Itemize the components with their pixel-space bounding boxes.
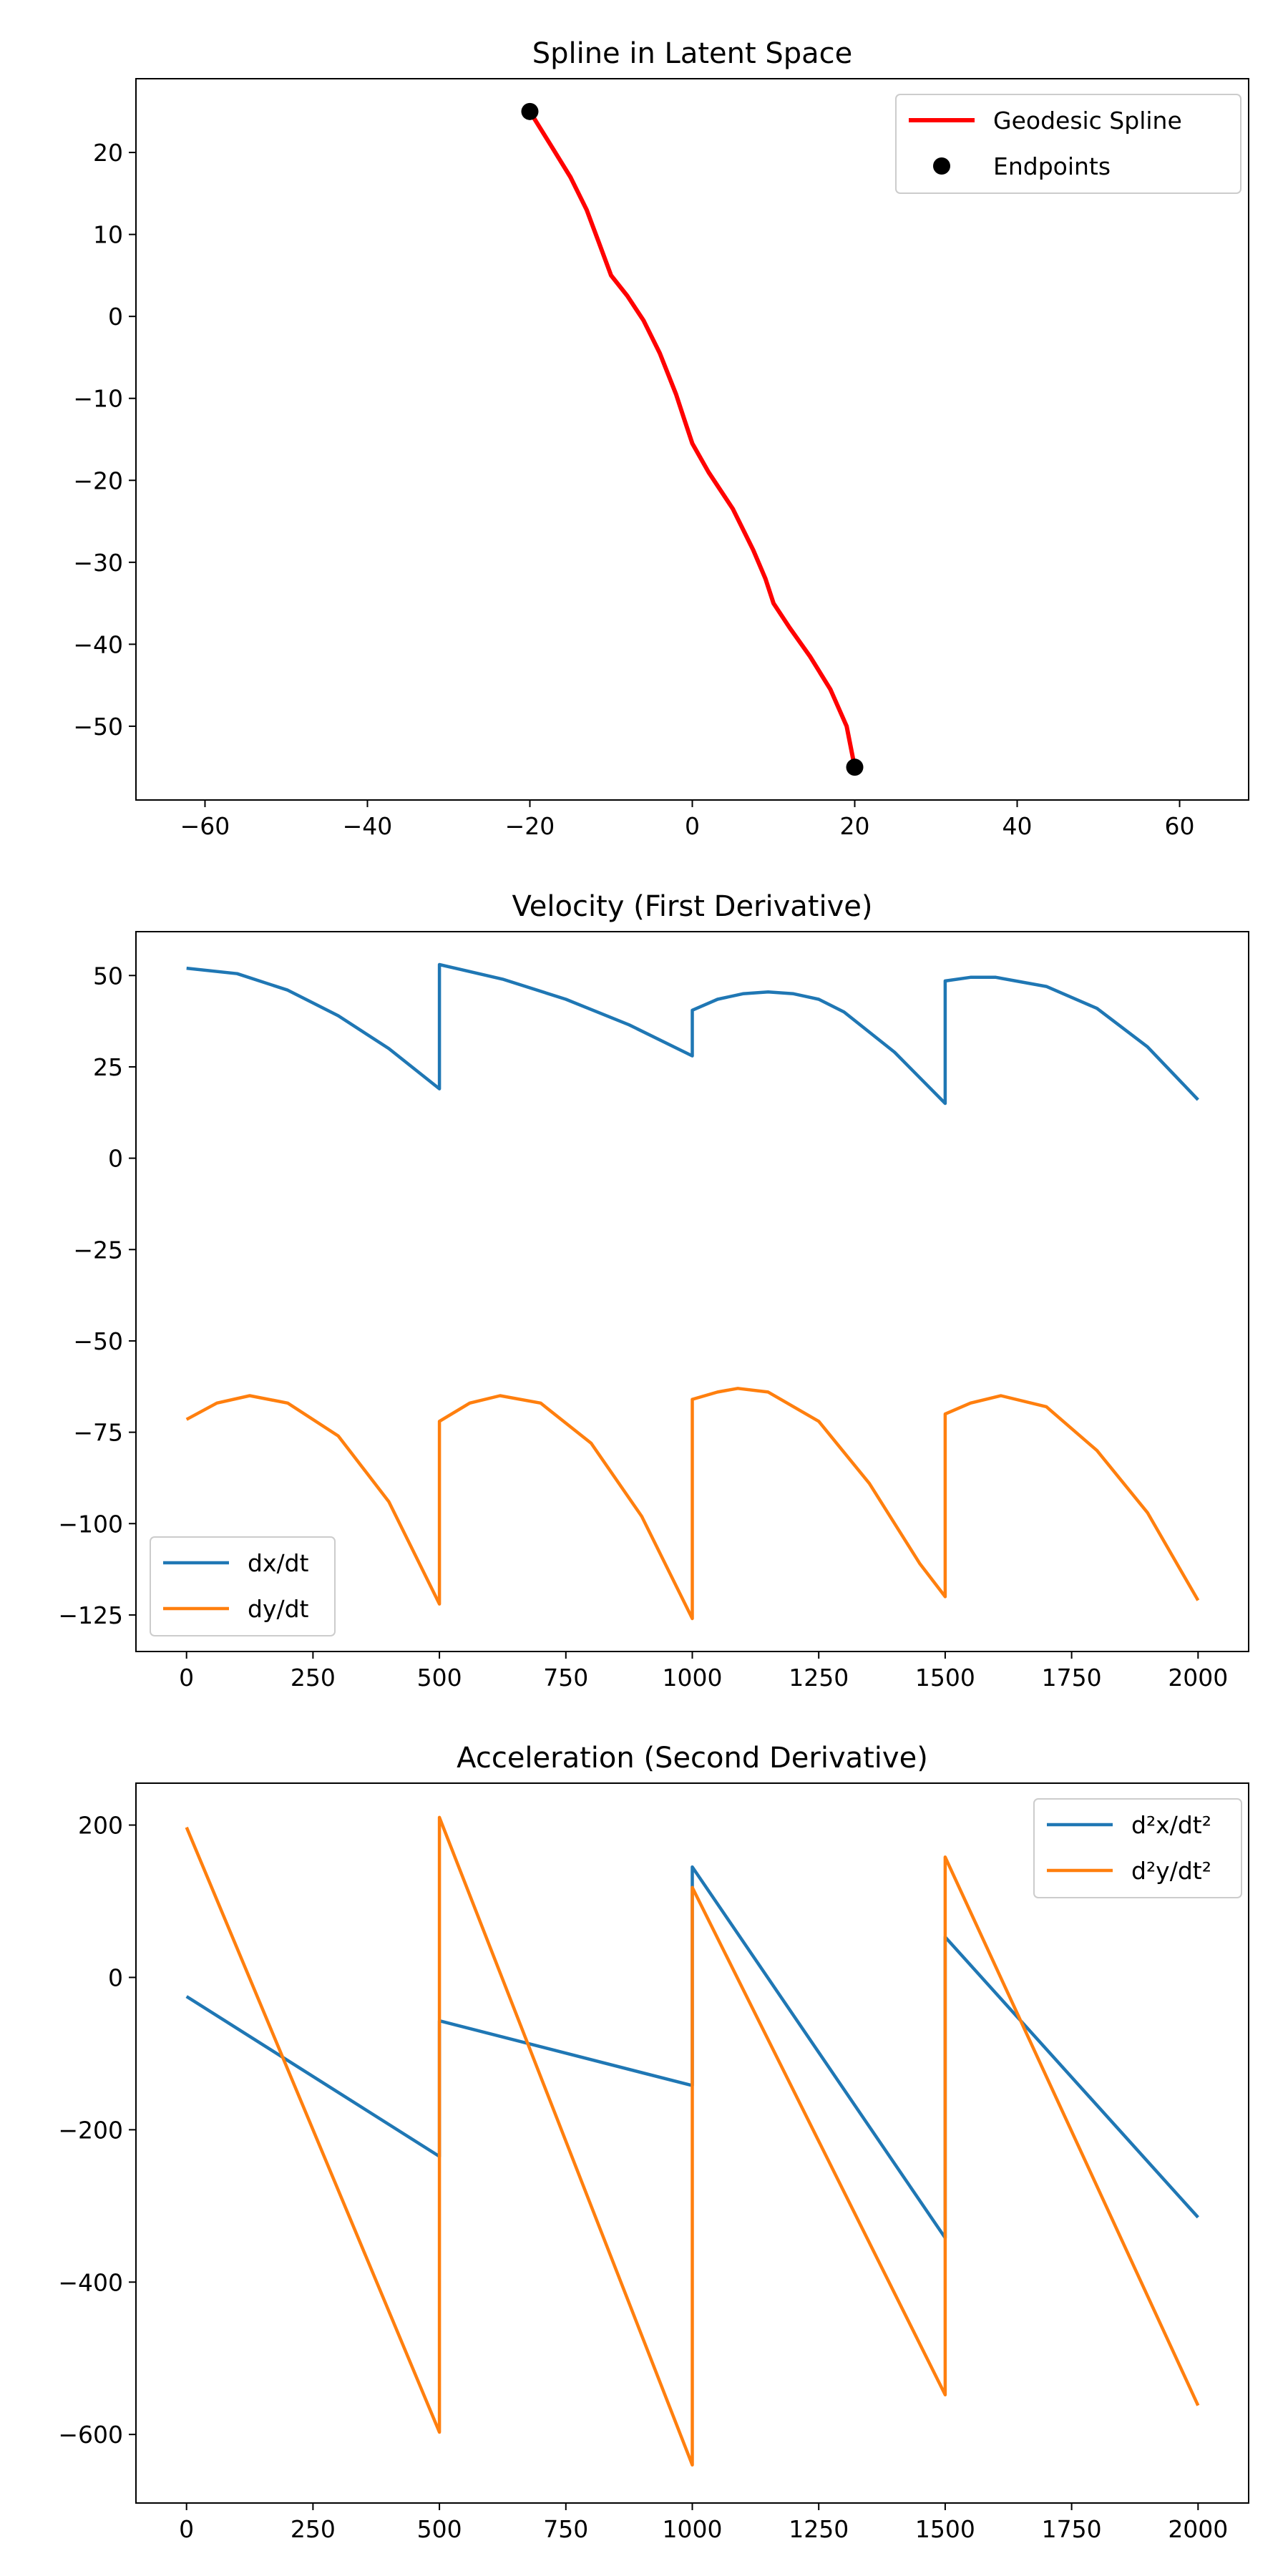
- plot-area: [185, 962, 1200, 1621]
- x-tick-label: 1750: [1042, 1664, 1102, 1692]
- legend-label: d²y/dt²: [1131, 1857, 1211, 1885]
- chart-title: Acceleration (Second Derivative): [457, 1742, 928, 1775]
- x-tick-label: 20: [840, 812, 870, 840]
- legend-label: dy/dt: [248, 1595, 309, 1623]
- y-tick-label: −20: [73, 467, 123, 494]
- plot-area: [185, 1815, 1200, 2467]
- series-line-dy/dt: [185, 1387, 1200, 1621]
- x-tick-label: 0: [685, 812, 700, 840]
- y-tick-label: −50: [73, 713, 123, 741]
- y-tick-label: −50: [73, 1327, 123, 1355]
- y-tick-label: 0: [108, 1963, 123, 1991]
- axes-frame: [135, 931, 1249, 1652]
- y-tick-label: 10: [93, 221, 123, 249]
- legend-box: [895, 94, 1241, 194]
- x-tick-label: −60: [180, 812, 230, 840]
- y-tick-label: 25: [93, 1053, 123, 1081]
- legend-label: Geodesic Spline: [993, 107, 1182, 135]
- y-tick-label: 0: [108, 303, 123, 331]
- chart-panel-1: Spline in Latent Space −60 −40 −20 0 20 40 60 −5…: [73, 37, 1249, 840]
- y-tick-label: −25: [73, 1236, 123, 1264]
- y-tick-label: −100: [58, 1510, 123, 1538]
- legend-label: d²x/dt²: [1131, 1811, 1211, 1839]
- y-tick-label: −75: [73, 1419, 123, 1447]
- y-tick-label: −10: [73, 385, 123, 413]
- x-tick-label: 250: [291, 2515, 336, 2543]
- series-line-d²y/dt²: [185, 1815, 1200, 2467]
- legend: dx/dt dy/dt: [150, 1536, 336, 1636]
- endpoint-marker: [846, 758, 864, 776]
- axes-frame: [135, 1782, 1249, 2504]
- x-tick-label: 1250: [789, 2515, 849, 2543]
- endpoint-marker: [521, 102, 539, 120]
- y-tick-label: −30: [73, 549, 123, 577]
- x-tick-label: 250: [291, 1664, 336, 1692]
- series-line-dx/dt: [186, 962, 1199, 1106]
- x-tick-label: 1000: [663, 1664, 723, 1692]
- x-tick-label: 40: [1002, 812, 1033, 840]
- legend-marker: [933, 157, 950, 175]
- y-tick-label: −200: [58, 2116, 123, 2144]
- y-tick-label: −40: [73, 630, 123, 658]
- chart-panel-3: Acceleration (Second Derivative) 0 250 500 7…: [58, 1742, 1249, 2543]
- x-tick-label: 1750: [1042, 2515, 1102, 2543]
- x-tick-label: −40: [343, 812, 393, 840]
- legend-label: dx/dt: [248, 1549, 309, 1577]
- x-tick-label: 60: [1165, 812, 1195, 840]
- y-tick-label: 20: [93, 139, 123, 167]
- chart-title: Velocity (First Derivative): [512, 890, 873, 923]
- legend-label: Endpoints: [993, 152, 1111, 180]
- x-tick-label: 750: [543, 2515, 588, 2543]
- plot-area: [521, 102, 864, 776]
- y-tick-label: −125: [58, 1601, 123, 1629]
- x-tick-label: 1500: [915, 2515, 975, 2543]
- chart-panel-2: Velocity (First Derivative)0 250 500 750 100…: [58, 890, 1249, 1692]
- y-tick-label: 200: [78, 1812, 123, 1840]
- x-tick-label: 0: [179, 1664, 194, 1692]
- axes-frame: [135, 78, 1249, 801]
- x-tick-label: 1000: [663, 2515, 723, 2543]
- x-tick-label: 500: [417, 2515, 462, 2543]
- x-tick-label: 1250: [789, 1664, 849, 1692]
- x-tick-label: 2000: [1168, 1664, 1228, 1692]
- x-tick-label: 2000: [1168, 2515, 1228, 2543]
- x-tick-label: 500: [417, 1664, 462, 1692]
- x-tick-label: 1500: [915, 1664, 975, 1692]
- x-tick-label: −20: [505, 812, 555, 840]
- y-tick-label: 0: [108, 1145, 123, 1173]
- chart-title: Spline in Latent Space: [532, 37, 853, 70]
- y-tick-label: −600: [58, 2421, 123, 2449]
- series-line-Geodesic Spline: [527, 110, 857, 768]
- y-tick-label: 50: [93, 962, 123, 990]
- legend: Geodesic Spline Endpoints: [895, 94, 1241, 194]
- y-tick-label: −400: [58, 2268, 123, 2296]
- x-tick-label: 750: [543, 1664, 588, 1692]
- x-tick-label: 0: [179, 2515, 194, 2543]
- legend: d²x/dt² d²y/dt²: [1033, 1798, 1242, 1898]
